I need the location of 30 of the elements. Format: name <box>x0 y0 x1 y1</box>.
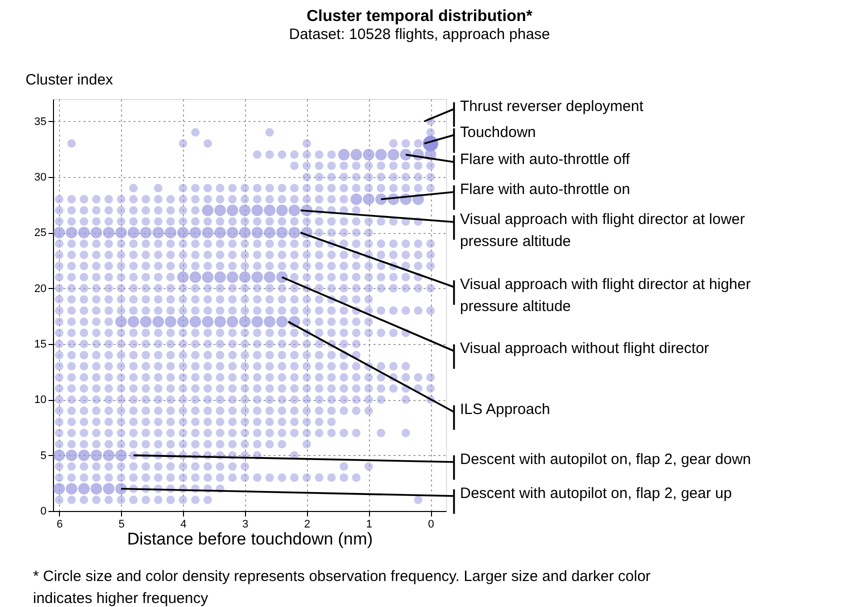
annotation: Visual approach without flight director <box>460 340 710 357</box>
annotation: Thrust reverser deployment <box>460 98 644 115</box>
annotation: Flare with auto-throttle off <box>460 151 631 168</box>
annotation: Visual approach with flight director at higher pressure altitude <box>460 276 751 315</box>
x-tick-label: 2 <box>304 518 310 530</box>
x-tick-label: 3 <box>242 518 248 530</box>
x-tick-label: 5 <box>118 518 125 530</box>
y-tick-label: 35 <box>34 116 46 128</box>
y-axis-title: Cluster index <box>26 72 114 88</box>
annotation: Visual approach with flight director at lower pressure altitude <box>460 211 745 250</box>
text: * Circle size and color density represents observation frequency. Larger size and darker color indicates higher frequency <box>33 568 651 607</box>
x-tick-label: 1 <box>366 518 372 530</box>
x-tick-label: 6 <box>56 518 63 530</box>
annotation: Touchdown <box>460 124 536 141</box>
y-tick-label: 15 <box>34 338 46 350</box>
annotation: Descent with autopilot on, flap 2, gear up <box>460 485 732 502</box>
x-tick-label: 0 <box>428 518 434 530</box>
x-tick-label: 4 <box>180 518 187 530</box>
annotation: Descent with autopilot on, flap 2, gear down <box>460 451 752 468</box>
annotation: Flare with auto-throttle on <box>460 181 630 198</box>
y-tick-label: 5 <box>40 450 46 462</box>
x-axis-title: Distance before touchdown (nm) <box>127 530 373 548</box>
y-tick-label: 25 <box>34 227 46 240</box>
y-tick-label: 0 <box>40 506 46 518</box>
y-tick-label: 30 <box>34 171 46 184</box>
y-tick-label: 10 <box>34 394 46 406</box>
y-tick-label: 20 <box>34 282 46 295</box>
chart-subtitle: Dataset: 10528 flights, approach phase <box>288 26 550 43</box>
annotation: ILS Approach <box>460 401 550 418</box>
chart-title: Cluster temporal distribution* <box>306 8 534 25</box>
